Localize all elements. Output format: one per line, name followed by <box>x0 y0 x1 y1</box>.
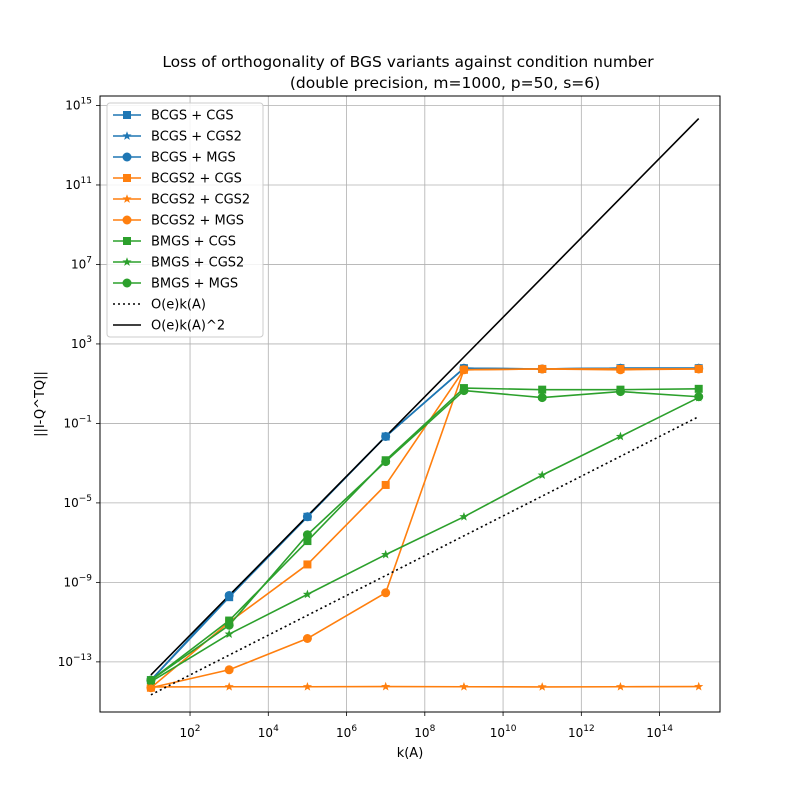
data-point-7-4 <box>459 511 469 521</box>
legend-marker-0 <box>123 111 131 119</box>
data-point-8-6 <box>615 387 625 397</box>
data-point-8-0 <box>146 675 156 685</box>
data-point-5-4 <box>459 365 469 375</box>
data-point-4-5 <box>537 682 547 691</box>
legend-label-3: BCGS2 + CGS <box>151 172 242 187</box>
legend-label-4: BCGS2 + CGS2 <box>151 193 250 208</box>
legend-marker-5 <box>122 215 132 225</box>
x-tick-label: 1014 <box>646 724 673 740</box>
data-point-4-3 <box>381 681 391 691</box>
data-point-4-7 <box>694 681 704 691</box>
x-tick-label: 104 <box>258 724 279 740</box>
data-point-5-0 <box>146 683 156 693</box>
data-point-6-7 <box>694 384 703 393</box>
series-line-6 <box>150 387 699 681</box>
x-axis-label: k(A) <box>397 746 424 761</box>
x-tick-label: 1010 <box>490 724 517 740</box>
data-point-6-1 <box>225 616 234 625</box>
data-point-8-3 <box>381 457 391 467</box>
legend: BCGS + CGS BCGS + CGS2 BCGS + MGS BCGS2 + C… <box>106 102 264 338</box>
data-point-5-1 <box>224 665 234 675</box>
legend-marker-4 <box>122 194 132 203</box>
legend-label-0: BCGS + CGS <box>151 109 234 124</box>
y-axis-label: ||I-Q^TQ|| <box>33 371 48 437</box>
legend-box <box>106 102 264 338</box>
x-tick-label: 106 <box>336 724 357 740</box>
data-point-8-5 <box>537 393 547 403</box>
series-lines <box>150 117 700 696</box>
data-point-5-5 <box>537 364 547 374</box>
plot-frame <box>99 95 721 713</box>
legend-label-2: BCGS + MGS <box>151 151 236 166</box>
y-tick-label: 10−13 <box>58 653 92 669</box>
series-line-5 <box>150 368 699 689</box>
data-point-7-6 <box>615 431 626 441</box>
x-tick-label: 102 <box>180 724 201 740</box>
axis-ticks: 102 104 106 108 1010 1012 1014 10−13 10−9 10−5 10−… <box>58 96 674 740</box>
x-tick-label: 1012 <box>568 724 595 740</box>
data-point-7-3 <box>381 549 391 559</box>
data-point-8-7 <box>694 392 704 402</box>
y-tick-label: 103 <box>71 335 92 351</box>
data-point-3-2 <box>303 560 312 569</box>
series-line-10 <box>150 117 700 676</box>
series-markers <box>146 363 704 693</box>
y-tick-label: 10−1 <box>63 414 92 430</box>
data-point-8-4 <box>459 386 469 396</box>
data-point-7-5 <box>537 470 547 480</box>
y-tick-label: 107 <box>71 255 92 271</box>
data-point-5-6 <box>615 365 625 375</box>
data-point-2-1 <box>224 590 234 600</box>
legend-marker-7 <box>122 257 132 266</box>
data-point-5-7 <box>694 364 704 374</box>
legend-marker-2 <box>122 152 132 162</box>
y-tick-label: 1011 <box>65 176 92 192</box>
data-point-3-3 <box>381 480 390 489</box>
legend-marker-3 <box>123 174 131 182</box>
legend-marker-1 <box>122 131 132 140</box>
chart-title-line2: (double precision, m=1000, p=50, s=6) <box>290 74 600 92</box>
legend-label-5: BCGS2 + MGS <box>151 214 244 229</box>
legend-label-6: BMGS + CGS <box>151 235 236 250</box>
x-tick-label: 108 <box>414 724 435 740</box>
series-line-9 <box>150 415 700 696</box>
data-point-2-2 <box>302 512 312 522</box>
legend-label-7: BMGS + CGS2 <box>151 256 244 271</box>
y-tick-label: 10−5 <box>63 494 92 510</box>
data-point-7-2 <box>302 589 312 599</box>
legend-marker-6 <box>123 237 131 245</box>
data-point-4-4 <box>459 681 469 691</box>
data-point-6-2 <box>303 537 312 546</box>
data-point-6-5 <box>538 385 547 394</box>
y-tick-label: 10−9 <box>63 573 92 589</box>
legend-label-1: BCGS + CGS2 <box>151 130 242 145</box>
legend-marker-8 <box>122 278 132 288</box>
series-line-7 <box>150 396 700 683</box>
data-point-8-2 <box>302 530 312 540</box>
data-point-7-1 <box>224 629 234 638</box>
data-point-2-3 <box>381 431 391 441</box>
chart-title-line1: Loss of orthogonality of BGS variants ag… <box>162 53 654 71</box>
series-line-8 <box>150 389 699 681</box>
data-point-4-6 <box>615 681 626 691</box>
legend-label-10: O(e)k(A)^2 <box>151 319 225 334</box>
legend-label-9: O(e)k(A) <box>151 298 206 313</box>
grid <box>100 96 720 712</box>
data-point-4-2 <box>302 681 312 691</box>
y-tick-label: 1015 <box>65 96 92 112</box>
data-point-5-3 <box>381 588 391 598</box>
data-point-8-1 <box>224 620 234 630</box>
data-point-5-2 <box>302 633 312 643</box>
legend-label-8: BMGS + MGS <box>151 277 238 292</box>
data-point-4-1 <box>224 681 234 691</box>
